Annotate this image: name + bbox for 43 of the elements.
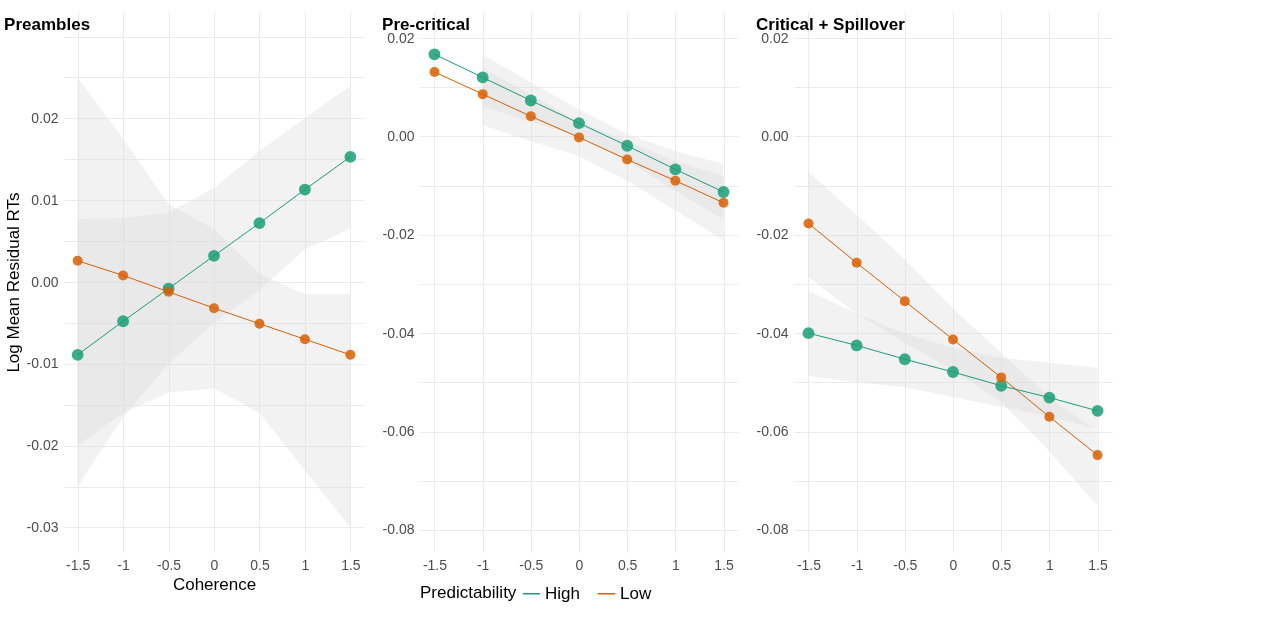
x-axis-title: Coherence: [172, 574, 257, 594]
y-tick-label: 0.02: [31, 109, 59, 126]
y-tick-label: -0.03: [26, 518, 59, 535]
x-tick-label: -0.5: [519, 556, 544, 573]
y-tick-label: 0.00: [31, 273, 59, 290]
x-tick-label: -0.5: [893, 556, 918, 573]
x-tick-label: 0: [949, 556, 958, 573]
x-tick-label: 1.5: [714, 556, 734, 573]
x-tick-label: 0.5: [991, 556, 1012, 573]
x-tick-label: 1.5: [341, 556, 361, 573]
y-tick-label: -0.02: [382, 226, 415, 243]
y-tick-label: -0.08: [382, 521, 415, 538]
x-tick-label: -1.5: [422, 556, 448, 573]
x-tick-label: 1: [671, 556, 680, 573]
x-tick-label: 1.5: [1088, 556, 1108, 573]
y-tick-label: -0.01: [26, 355, 59, 372]
chart-title: Preambles: [4, 15, 91, 34]
x-tick-label: 1: [301, 556, 310, 573]
y-tick-label: 0.00: [387, 127, 415, 144]
x-tick-label: -1: [117, 556, 131, 573]
y-tick-label: 0.01: [31, 191, 59, 208]
x-tick-label: 0.5: [617, 556, 638, 573]
x-tick-label: 0: [210, 556, 219, 573]
y-tick-label: -0.02: [756, 226, 789, 243]
x-tick-label: -1: [850, 556, 864, 573]
y-tick-label: -0.08: [756, 521, 789, 538]
x-tick-label: -0.5: [156, 556, 182, 573]
x-tick-label: 0.5: [250, 556, 270, 573]
x-tick-label: -1.5: [66, 556, 91, 573]
legend-title: Predictability: [420, 583, 517, 602]
y-axis-title: Log Mean Residual RTs: [3, 192, 23, 373]
y-tick-label: -0.06: [756, 423, 789, 440]
y-tick-label: 0.00: [761, 127, 789, 144]
x-tick-label: 1: [1045, 556, 1054, 573]
x-tick-label: 0: [575, 556, 584, 573]
x-tick-label: -1.5: [796, 556, 822, 573]
y-tick-label: -0.02: [26, 437, 59, 454]
y-tick-label: -0.04: [756, 324, 789, 341]
y-tick-label: -0.04: [382, 324, 415, 341]
legend-label: Low: [620, 583, 652, 603]
legend-label: High: [545, 583, 580, 603]
y-tick-label: -0.06: [382, 423, 415, 440]
x-tick-label: -1: [476, 556, 490, 573]
